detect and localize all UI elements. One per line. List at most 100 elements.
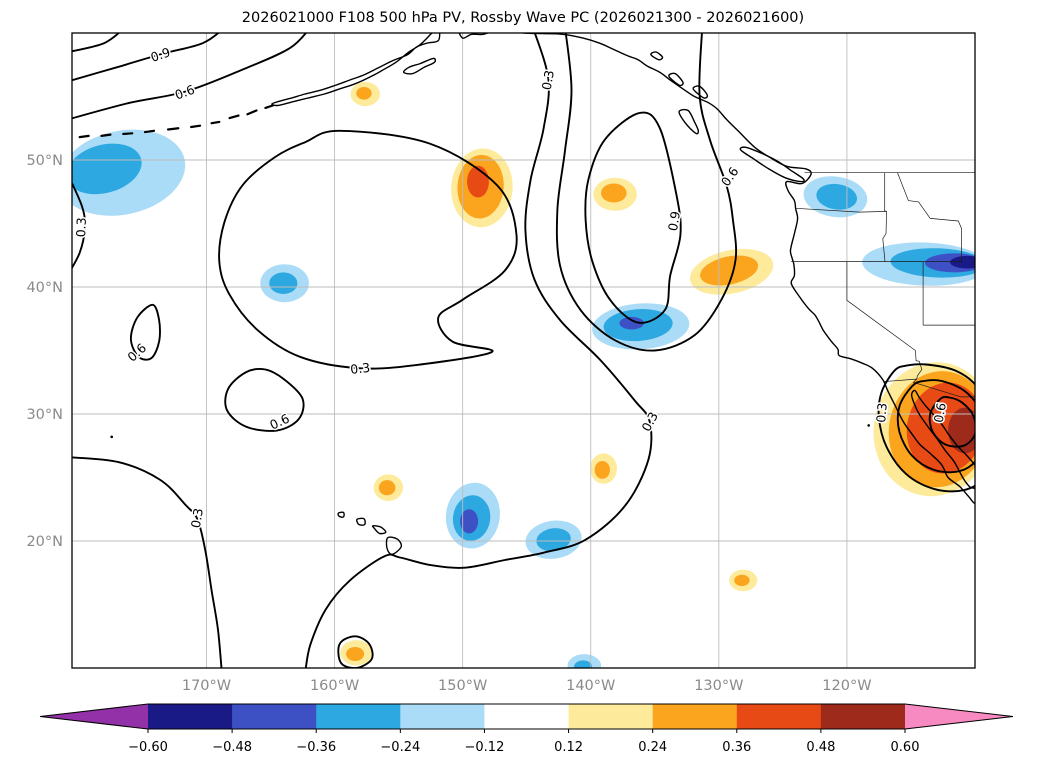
axis-labels: 170°W 160°W 150°W 140°W 130°W 120°W 50°N 40°N 30… bbox=[26, 153, 871, 694]
pv-contour-x bbox=[337, 635, 374, 668]
contour-label: 0.3 bbox=[873, 402, 890, 423]
coastline bbox=[519, 33, 975, 505]
pv-contour-0.6 bbox=[555, 33, 738, 352]
x-tick-label: 120°W bbox=[822, 678, 871, 694]
contour-label: 0.3 bbox=[73, 217, 89, 237]
colorbar-tick-label: 0.24 bbox=[638, 740, 667, 755]
state-borders bbox=[791, 172, 975, 398]
colorbar-over-arrow bbox=[905, 704, 1013, 729]
aleutian-island bbox=[264, 104, 275, 110]
anomaly-pos-blob bbox=[467, 165, 489, 198]
contour-labels: 0.90.60.30.30.30.90.60.60.6 0.30.30.3 0.6 bbox=[72, 43, 951, 531]
x-tick-label: 130°W bbox=[694, 678, 743, 694]
colorbar-tick-label: 0.48 bbox=[806, 740, 835, 755]
island-outline bbox=[356, 517, 366, 526]
pv-contour-0.9 bbox=[72, 33, 220, 82]
aleutian-island bbox=[228, 114, 240, 120]
pv-contour-0.6 bbox=[224, 368, 305, 432]
anomaly-pos-blob bbox=[356, 87, 372, 100]
colorbar-tick-label: −0.36 bbox=[296, 740, 336, 755]
y-tick-label: 30°N bbox=[26, 407, 63, 423]
colorbar-cell bbox=[484, 704, 569, 729]
state-border bbox=[846, 261, 923, 380]
state-border bbox=[882, 172, 887, 262]
x-tick-label: 170°W bbox=[182, 678, 231, 694]
colorbar-tick-label: −0.48 bbox=[212, 740, 252, 755]
small-island-dot bbox=[110, 435, 114, 439]
x-tick-label: 140°W bbox=[566, 678, 615, 694]
island-outline bbox=[650, 51, 664, 61]
anomaly-pos-blob bbox=[594, 461, 610, 479]
colorbar-tick-label: 0.36 bbox=[722, 740, 751, 755]
colorbar-cell bbox=[820, 704, 906, 729]
contour-label: 0.6 bbox=[124, 340, 149, 364]
anomaly-neg-blob bbox=[619, 316, 644, 330]
state-border bbox=[883, 378, 975, 398]
small-island-dot bbox=[867, 424, 870, 427]
pv-contour-0.6 bbox=[72, 33, 308, 120]
coastline bbox=[271, 33, 441, 107]
anomaly-neg-blob bbox=[460, 509, 479, 534]
state-border bbox=[897, 172, 962, 262]
pv-contour-0.3 bbox=[218, 129, 518, 370]
x-tick-label: 160°W bbox=[310, 678, 359, 694]
aleutian-island bbox=[78, 134, 90, 139]
colorbar-tick-label: −0.24 bbox=[380, 740, 420, 755]
pv-contour-x bbox=[72, 33, 121, 53]
anomaly-neg-blob bbox=[574, 660, 593, 668]
pv-contour-0.3 bbox=[877, 363, 975, 493]
y-tick-label: 50°N bbox=[26, 153, 63, 169]
anomaly-pos-blob bbox=[378, 480, 396, 496]
anomaly-neg-blob bbox=[950, 255, 975, 269]
x-tick-label: 150°W bbox=[438, 678, 487, 694]
aleutian-island bbox=[100, 133, 112, 137]
colorbar-tick-label: 0.12 bbox=[554, 740, 583, 755]
state-border bbox=[795, 207, 887, 213]
aleutian-island bbox=[246, 109, 258, 116]
island-outline bbox=[739, 146, 805, 183]
pv-contour-0.3 bbox=[72, 181, 86, 270]
anomaly-neg-blob bbox=[72, 143, 142, 195]
contour-label: 0.3 bbox=[350, 360, 371, 377]
pv-contour-0.3 bbox=[304, 33, 653, 668]
contour-label: 0.3 bbox=[539, 69, 557, 91]
island-outline bbox=[385, 536, 403, 556]
anomaly-shading bbox=[72, 81, 975, 668]
aleutian-island bbox=[122, 132, 134, 136]
anomaly-neg-blob bbox=[269, 272, 298, 295]
colorbar-tick-label: 0.60 bbox=[891, 740, 920, 755]
aleutian-island bbox=[210, 120, 221, 125]
gridlines bbox=[72, 33, 975, 668]
contour-label: 0.6 bbox=[173, 82, 197, 103]
pv-contour-0.6 bbox=[896, 379, 975, 474]
colorbar-cell bbox=[316, 704, 401, 729]
colorbar-tick-label: −0.60 bbox=[128, 740, 168, 755]
pv-contour-0.6 bbox=[129, 303, 161, 361]
figure-title: 2026021000 F108 500 hPa PV, Rossby Wave … bbox=[242, 10, 804, 26]
colorbar-under-arrow bbox=[40, 704, 148, 729]
pv-contour-0.9 bbox=[928, 395, 975, 448]
coastlines bbox=[78, 33, 975, 556]
aleutian-island bbox=[190, 124, 202, 129]
island-outline bbox=[668, 72, 684, 87]
coastline bbox=[458, 33, 490, 39]
island-outline bbox=[678, 108, 700, 135]
map-frame bbox=[71, 32, 976, 669]
contour-label: 0.9 bbox=[149, 44, 173, 64]
island-outline bbox=[402, 57, 437, 75]
anomaly-pos-blob bbox=[601, 183, 627, 203]
colorbar-cell bbox=[400, 704, 485, 729]
island-outline bbox=[337, 511, 345, 518]
contour-label: 0.6 bbox=[718, 164, 742, 189]
pv-contour-0.3 bbox=[72, 456, 223, 668]
colorbar-tick-label: −0.12 bbox=[465, 740, 505, 755]
y-tick-label: 20°N bbox=[26, 534, 63, 550]
anomaly-neg-blob bbox=[536, 528, 571, 552]
colorbar-cell bbox=[148, 704, 233, 729]
colorbar-cell bbox=[568, 704, 654, 729]
island-outline bbox=[371, 525, 387, 535]
contour-label: 0.3 bbox=[638, 409, 661, 434]
pv-contours bbox=[72, 33, 975, 668]
